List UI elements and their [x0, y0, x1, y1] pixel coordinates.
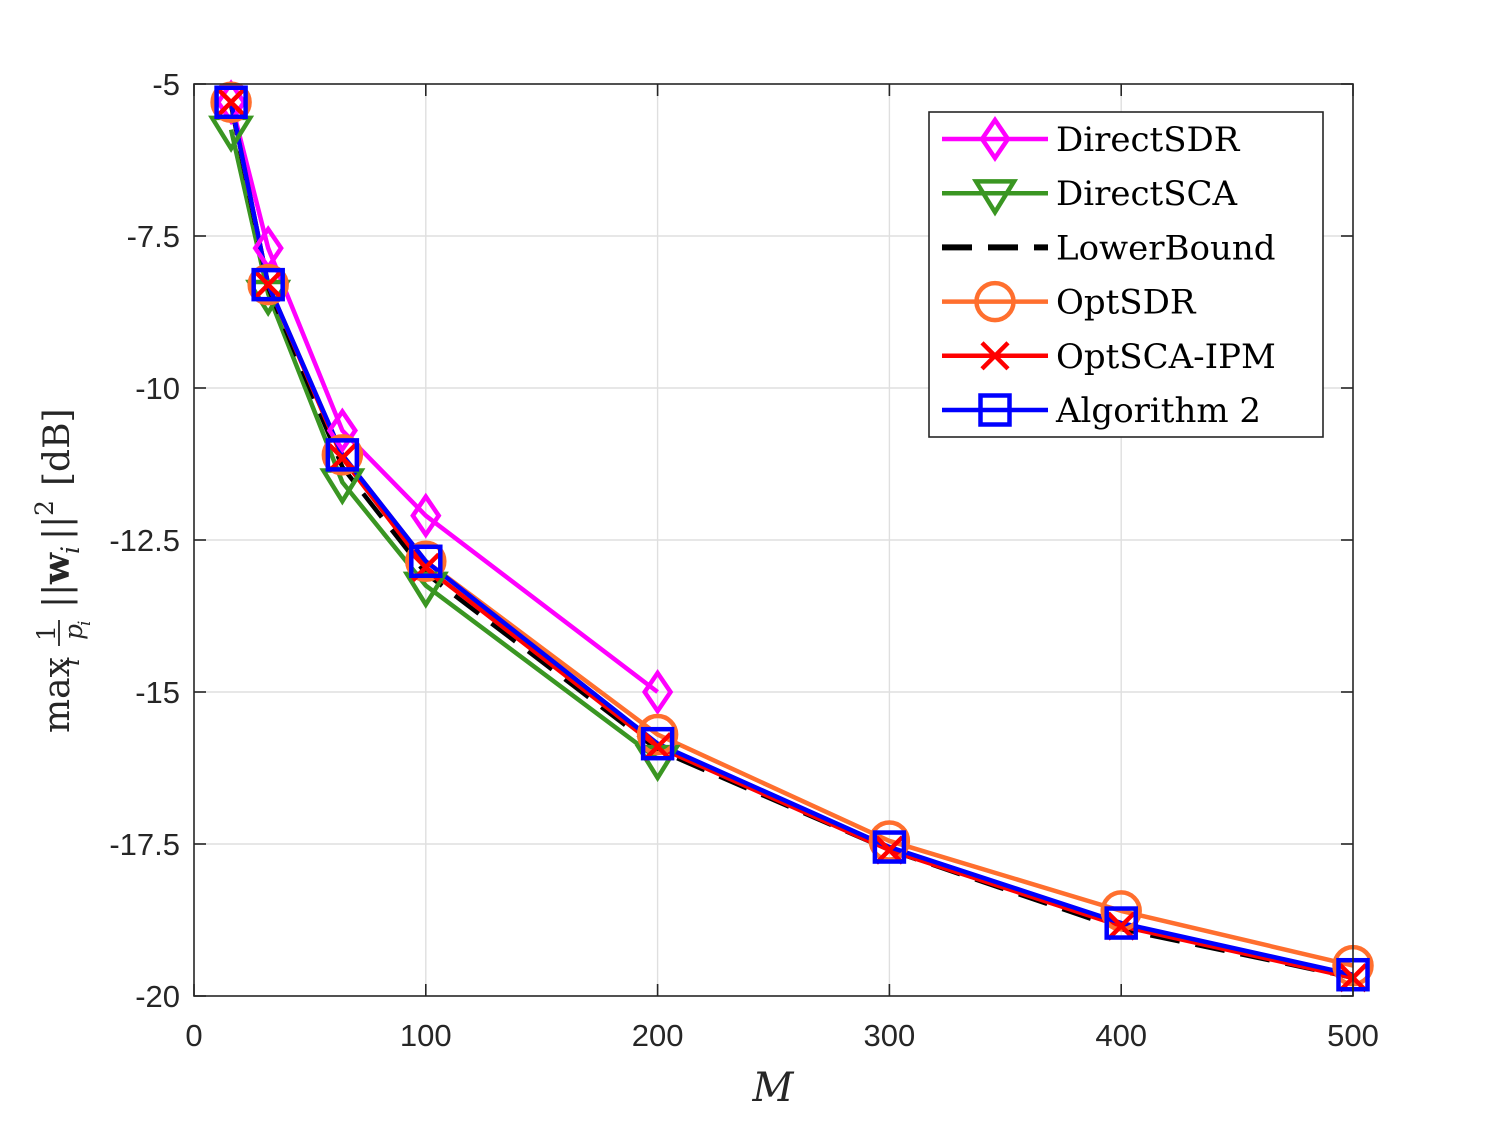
legend-label-optsdr: OptSDR — [1056, 283, 1197, 323]
y-label-exponent: 2 — [30, 500, 59, 516]
marker-optsdr — [1100, 890, 1142, 932]
series-line-directsca — [228, 129, 659, 761]
marker-algorithm-2 — [409, 544, 443, 579]
legend-label-directsdr: DirectSDR — [1056, 120, 1241, 160]
y-label-frac-numerator: 1 — [32, 625, 61, 641]
marker-optsca-ipm — [253, 270, 283, 300]
marker-optsdr — [321, 434, 364, 476]
y-label-norm-open: || — [37, 584, 78, 608]
legend-entry-algorithm-2: Algorithm 2 — [942, 391, 1261, 431]
y-label-frac-denominator: p — [59, 624, 88, 640]
marker-optsca-ipm — [643, 732, 673, 762]
marker-directsdr — [641, 668, 674, 716]
legend-entry-optsdr: OptSDR — [942, 280, 1197, 323]
y-tick-labels: -5 -7.5 -10 -12.5 -15 -17.5 -20 — [109, 67, 180, 1014]
x-tick-label: 0 — [185, 1018, 202, 1053]
marker-optsca-ipm — [874, 835, 904, 865]
x-tick-label: 100 — [400, 1018, 452, 1053]
x-tick-label: 500 — [1327, 1018, 1379, 1053]
y-tick-label: -20 — [135, 979, 180, 1014]
legend-marker-directsdr — [979, 115, 1011, 163]
legend-label-directsca: DirectSCA — [1056, 174, 1238, 214]
legend-entry-lowerbound: LowerBound — [942, 228, 1276, 268]
marker-optsca-ipm — [216, 87, 246, 117]
x-tick-label: 400 — [1095, 1018, 1147, 1053]
y-tick-label: -10 — [135, 371, 180, 406]
legend-entry-optsca-ipm: OptSCA-IPM — [942, 337, 1276, 377]
marker-directsdr — [326, 407, 358, 454]
legend-label-optsca-ipm: OptSCA-IPM — [1056, 337, 1276, 377]
marker-directsdr — [410, 492, 442, 539]
y-axis-label: max i 1 p i || w i || 2 [dB] — [30, 408, 95, 733]
marker-optsdr — [247, 263, 289, 306]
legend-entry-directsca: DirectSCA — [942, 174, 1238, 217]
y-label-vector-sub: i — [56, 546, 85, 554]
marker-optsdr — [405, 540, 447, 583]
legend-marker-algorithm-2 — [978, 393, 1012, 427]
y-tick-label: -5 — [152, 67, 180, 102]
legend-marker-optsca-ipm — [980, 341, 1010, 371]
marker-optsca-ipm — [327, 443, 357, 473]
marker-algorithm-2 — [640, 726, 675, 761]
x-tick-labels: 0 100 200 300 400 500 — [185, 1018, 1378, 1053]
y-label-max-index: i — [56, 658, 85, 666]
marker-optsdr — [636, 713, 679, 756]
y-label-norm-close: || — [37, 516, 78, 540]
x-tick-label: 300 — [864, 1018, 916, 1053]
marker-optsca-ipm — [1106, 911, 1136, 941]
series-line-directsdr — [228, 101, 659, 694]
y-tick-label: -7.5 — [127, 219, 180, 254]
x-tick-label: 200 — [632, 1018, 684, 1053]
x-axis-label: M — [752, 1065, 795, 1111]
y-label-frac-denominator-sub: i — [75, 621, 95, 626]
legend: DirectSDR DirectSCA LowerBound OptSDR OptSCA… — [928, 111, 1324, 438]
y-tick-label: -17.5 — [109, 827, 180, 862]
legend-marker-optsdr — [974, 280, 1016, 323]
marker-algorithm-2 — [325, 438, 360, 472]
series-lines — [228, 101, 1354, 980]
y-label-vector: w — [36, 552, 78, 585]
marker-algorithm-2 — [872, 830, 907, 864]
grid-lines — [194, 84, 1353, 996]
y-label-max: max — [37, 657, 78, 733]
y-tick-label: -12.5 — [109, 523, 180, 558]
legend-label-algorithm-2: Algorithm 2 — [1055, 391, 1261, 431]
legend-marker-directsca — [971, 179, 1019, 217]
marker-algorithm-2 — [1104, 906, 1138, 940]
series-line-algorithm-2 — [228, 101, 1354, 977]
tick-marks — [193, 83, 1354, 997]
marker-algorithm-2 — [251, 267, 285, 302]
legend-entry-directsdr: DirectSDR — [942, 115, 1241, 163]
series-line-lowerbound — [228, 104, 1354, 980]
y-label-unit: [dB] — [37, 408, 78, 486]
marker-algorithm-2 — [214, 85, 248, 119]
y-tick-label: -15 — [135, 675, 180, 710]
legend-label-lowerbound: LowerBound — [1056, 228, 1276, 268]
legend-box — [928, 111, 1324, 438]
